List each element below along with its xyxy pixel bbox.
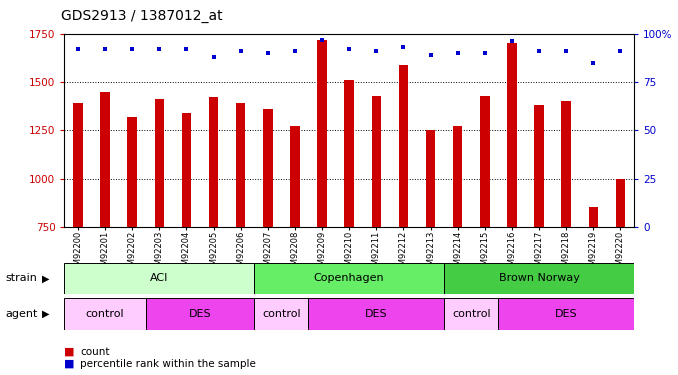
Bar xyxy=(317,39,327,227)
Point xyxy=(235,48,246,54)
Bar xyxy=(254,262,444,294)
Text: ▶: ▶ xyxy=(42,273,49,284)
Point xyxy=(208,54,219,60)
Point xyxy=(290,48,300,54)
Bar xyxy=(426,130,435,227)
Bar xyxy=(155,99,164,227)
Bar xyxy=(236,103,245,227)
Point xyxy=(479,50,490,56)
Bar xyxy=(399,64,408,227)
Point xyxy=(317,36,327,42)
Bar xyxy=(146,298,254,330)
Bar xyxy=(254,298,308,330)
Point xyxy=(100,46,111,52)
Bar xyxy=(498,298,634,330)
Point xyxy=(615,48,626,54)
Point xyxy=(181,46,192,52)
Bar xyxy=(507,44,517,227)
Text: ACI: ACI xyxy=(150,273,169,284)
Point xyxy=(452,50,463,56)
Text: control: control xyxy=(262,309,300,319)
Bar xyxy=(100,92,110,227)
Bar xyxy=(308,298,444,330)
Bar xyxy=(209,98,218,227)
Point xyxy=(262,50,273,56)
Point xyxy=(506,39,517,45)
Text: ■: ■ xyxy=(64,347,75,357)
Text: agent: agent xyxy=(5,309,38,319)
Bar xyxy=(453,126,462,227)
Bar xyxy=(127,117,137,227)
Bar xyxy=(534,105,544,227)
Bar xyxy=(480,96,490,227)
Text: DES: DES xyxy=(365,309,388,319)
Bar xyxy=(64,262,254,294)
Point xyxy=(425,52,436,58)
Text: control: control xyxy=(86,309,124,319)
Bar xyxy=(290,126,300,227)
Bar xyxy=(64,298,146,330)
Point xyxy=(154,46,165,52)
Text: count: count xyxy=(80,347,110,357)
Bar xyxy=(561,101,571,227)
Text: GDS2913 / 1387012_at: GDS2913 / 1387012_at xyxy=(61,9,222,23)
Text: strain: strain xyxy=(5,273,37,284)
Point xyxy=(561,48,572,54)
Text: DES: DES xyxy=(555,309,578,319)
Point xyxy=(127,46,138,52)
Bar xyxy=(444,298,498,330)
Text: control: control xyxy=(452,309,490,319)
Text: ■: ■ xyxy=(64,359,75,369)
Bar xyxy=(182,113,191,227)
Text: Brown Norway: Brown Norway xyxy=(498,273,580,284)
Text: ▶: ▶ xyxy=(42,309,49,319)
Text: Copenhagen: Copenhagen xyxy=(314,273,384,284)
Text: percentile rank within the sample: percentile rank within the sample xyxy=(80,359,256,369)
Point xyxy=(344,46,355,52)
Bar xyxy=(616,178,625,227)
Bar xyxy=(73,103,83,227)
Point xyxy=(588,60,599,66)
Point xyxy=(73,46,83,52)
Bar xyxy=(444,262,634,294)
Bar xyxy=(344,80,354,227)
Point xyxy=(534,48,544,54)
Text: DES: DES xyxy=(188,309,212,319)
Point xyxy=(398,44,409,50)
Bar xyxy=(589,207,598,227)
Point xyxy=(371,48,382,54)
Bar xyxy=(263,109,273,227)
Bar xyxy=(372,96,381,227)
